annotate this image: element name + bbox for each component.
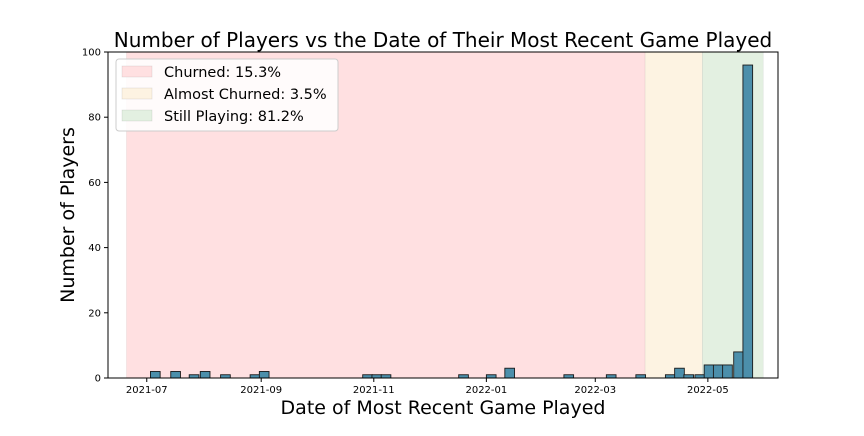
y-tick-label: 80 xyxy=(88,113,101,124)
histogram-bar xyxy=(258,371,270,379)
legend-box xyxy=(115,58,339,132)
chart-title: Number of Players vs the Date of Their M… xyxy=(114,28,772,52)
x-axis-label: Date of Most Recent Game Played xyxy=(281,397,606,419)
y-tick-label: 0 xyxy=(95,374,101,385)
legend-label: Still Playing: 81.2% xyxy=(164,109,304,125)
legend-swatch xyxy=(121,65,153,78)
x-tick-label: 2021-09 xyxy=(240,385,282,396)
histogram-bar xyxy=(703,364,715,379)
x-tick-label: 2021-07 xyxy=(126,385,168,396)
histogram-bar xyxy=(722,364,733,379)
histogram-bar xyxy=(742,64,754,379)
histogram-bar xyxy=(733,351,744,379)
x-tick-label: 2022-01 xyxy=(465,385,507,396)
legend-label: Almost Churned: 3.5% xyxy=(164,87,327,103)
histogram-bar xyxy=(199,371,211,379)
y-tick-label: 100 xyxy=(82,48,101,59)
legend: Churned: 15.3% Almost Churned: 3.5% Still … xyxy=(115,58,339,132)
region-band-2 xyxy=(702,51,764,379)
legend-swatch xyxy=(121,87,153,100)
histogram-bar xyxy=(170,371,181,379)
y-axis-label: Number of Players xyxy=(57,127,79,303)
histogram-bar xyxy=(504,367,515,379)
x-tick-label: 2021-11 xyxy=(353,385,395,396)
plot-frame xyxy=(107,51,779,379)
y-tick-label: 40 xyxy=(88,243,101,254)
x-tick-label: 2022-05 xyxy=(687,385,729,396)
histogram-bar xyxy=(674,367,685,379)
y-tick-label: 60 xyxy=(88,178,101,189)
region-band-1 xyxy=(644,51,703,379)
legend-swatch xyxy=(121,109,153,122)
x-tick-label: 2022-03 xyxy=(574,385,616,396)
histogram-bar xyxy=(150,371,161,379)
y-tick-label: 20 xyxy=(88,308,101,319)
legend-label: Churned: 15.3% xyxy=(164,65,281,81)
histogram-bar xyxy=(712,364,724,379)
